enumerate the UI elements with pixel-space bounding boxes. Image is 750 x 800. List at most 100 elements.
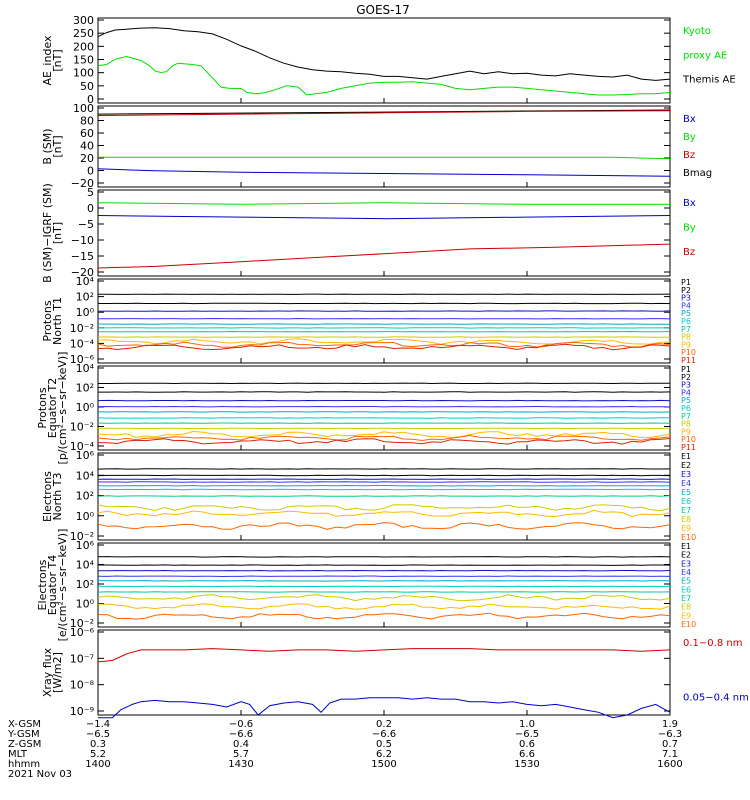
y-axis-label: [nT] [51,135,64,157]
x-row-value: 0.3 [90,739,106,750]
x-row-value: 0.7 [662,739,678,750]
y-tick-label: 0 [87,165,94,178]
y-tick-label: −10 [71,234,94,247]
y-axis-label: Equator T2 [46,378,59,438]
y-tick-label: 50 [80,80,94,93]
channel-e4 [97,575,671,578]
y-tick-label: −20 [71,177,94,190]
y-tick-label: 250 [73,27,94,40]
channel-p6 [97,417,670,419]
y-tick-label: 10⁰ [76,401,95,414]
legend-item: Kyoto [683,26,711,37]
y-tick-label: 10⁴ [76,559,95,572]
y-tick-label: 20 [80,152,94,165]
y-tick-label: 200 [73,40,94,53]
date-label: 2021 Nov 03 [8,769,72,780]
y-axis-label: North T3 [51,473,64,521]
x-row-value: −6.6 [229,729,253,740]
x-row-value: −0.6 [229,719,253,730]
y-axis-label: [nT] [51,49,64,71]
legend-item: Bx [683,198,696,209]
legend-p9: P9 [681,427,691,436]
series-bz [97,243,671,269]
y-axis-label: [nT] [51,222,64,244]
y-tick-label: 10⁴ [76,275,95,288]
legend-p5: P5 [681,396,691,405]
y-tick-label: 10² [76,382,94,395]
y-tick-label: 0 [87,202,94,215]
y-axis-label: [e/(cm²−s−sr−keV)] [56,529,69,642]
channel-p10 [97,434,671,442]
y-tick-label: −5 [78,218,94,231]
legend-p7: P7 [681,412,691,421]
y-tick-label: 10⁴ [76,469,95,482]
x-row-value: 1530 [514,759,539,770]
y-tick-label: 10⁻⁴ [70,337,95,350]
legend-item: Bz [683,247,695,258]
y-tick-label: −20 [71,266,94,279]
x-row-value: 1500 [371,759,396,770]
legend-e9: E9 [681,611,691,620]
channel-e8 [97,504,671,512]
x-row-value: 5.7 [233,749,249,760]
y-tick-label: 10⁶ [76,539,95,552]
y-axis-label: North T1 [51,297,64,345]
y-axis-label: [W/m2] [51,652,64,693]
y-tick-label: 60 [80,127,94,140]
x-row-label: X-GSM [8,719,41,730]
legend-p5: P5 [681,309,691,318]
y-tick-label: 10⁻⁶ [70,626,95,639]
y-tick-label: 10⁻² [70,421,94,434]
legend-e4: E4 [681,568,691,577]
channel-p11 [97,343,671,351]
legend-e6: E6 [681,497,691,506]
legend-p2: P2 [681,286,691,295]
channel-e8 [97,594,671,602]
legend-p10: P10 [681,348,696,357]
legend-p10: P10 [681,435,696,444]
legend-item: Bmag [683,168,712,179]
y-tick-label: 150 [73,54,94,67]
y-tick-label: 10⁻⁹ [70,705,94,718]
legend-p11: P11 [681,443,696,452]
channel-e5 [97,580,670,582]
x-row-label: hhmm [8,759,40,770]
legend-p2: P2 [681,373,691,382]
legend-e3: E3 [681,559,691,568]
x-row-value: 1430 [228,759,253,770]
legend-e7: E7 [681,594,691,603]
x-row-value: 1600 [657,759,682,770]
y-tick-label: 10⁻² [70,530,94,543]
y-tick-label: 10² [76,490,94,503]
legend-e5: E5 [681,577,691,586]
panel-frame [97,278,671,364]
legend-p4: P4 [681,388,691,397]
x-row-value: 1.9 [662,719,678,730]
series-0-05-0-4-nm [98,697,671,719]
legend-e2: E2 [681,551,691,560]
legend-e2: E2 [681,461,691,470]
y-tick-label: 40 [80,140,94,153]
y-tick-label: 10⁻² [70,617,94,630]
channel-e2 [97,474,671,477]
channel-e10 [97,522,671,530]
y-tick-label: 10⁰ [76,510,95,523]
y-axis-label: B (SM) [41,128,54,164]
legend-item: By [683,132,696,143]
legend-p3: P3 [681,381,691,390]
legend-item: By [683,223,696,234]
y-tick-label: 100 [73,102,94,115]
legend-item: 0.1−0.8 nm [683,638,742,649]
legend-p8: P8 [681,420,691,429]
channel-p3 [97,399,671,402]
legend-e8: E8 [681,515,691,524]
x-row-value: 0.6 [519,739,535,750]
panel-3: 5 0 −5 −10 −15 −20 B (SM)−IGRF (SM)[nT] Bx By Bz [41,183,696,283]
channel-p9 [97,430,671,439]
